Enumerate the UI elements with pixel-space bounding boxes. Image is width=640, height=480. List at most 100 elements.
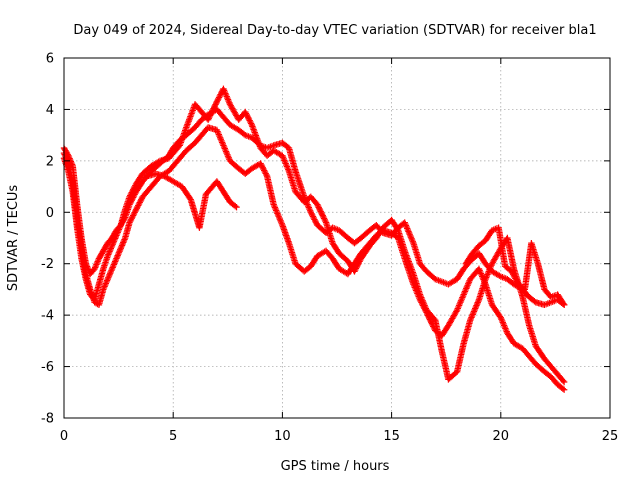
data-point (509, 271, 517, 278)
data-point (121, 236, 128, 243)
data-point (131, 183, 138, 191)
data-point (560, 300, 567, 307)
data-point (128, 215, 135, 222)
data-point (110, 238, 118, 245)
data-point (127, 192, 134, 199)
data-point (401, 219, 408, 226)
data-point (261, 167, 268, 174)
data-point (314, 202, 322, 210)
chart-title: Day 049 of 2024, Sidereal Day-to-day VTE… (73, 23, 596, 38)
data-point (258, 163, 266, 170)
data-point (468, 314, 475, 321)
data-point (473, 302, 480, 309)
data-point (208, 108, 216, 115)
data-point (105, 273, 113, 280)
y-tick-label: 6 (46, 52, 54, 67)
y-tick-labels: -8 -6 -4 -2 0 2 4 6 (41, 52, 54, 427)
data-point (213, 99, 220, 107)
data-point (242, 110, 250, 117)
data-point (94, 258, 101, 265)
data-point (132, 206, 140, 213)
data-point (127, 216, 135, 223)
data-point (204, 116, 212, 123)
data-point (107, 268, 114, 275)
data-point (276, 214, 283, 221)
data-point (115, 249, 123, 256)
data-point (272, 205, 279, 213)
data-point (513, 278, 521, 285)
data-point (129, 212, 137, 219)
data-point (214, 97, 221, 104)
data-point (316, 205, 323, 212)
data-point (321, 216, 328, 224)
data-point (474, 299, 481, 306)
data-point (271, 204, 279, 211)
data-point (315, 204, 322, 211)
data-point (92, 264, 99, 271)
data-point (408, 235, 415, 242)
data-point (470, 308, 478, 315)
data-point (311, 216, 318, 223)
y-axis-label: SDTVAR / TECUs (6, 185, 21, 292)
data-point (110, 262, 117, 270)
data-point (120, 239, 127, 246)
data-point (100, 286, 107, 293)
data-point (320, 213, 327, 221)
data-point (473, 300, 481, 308)
data-point (186, 194, 193, 202)
data-point (316, 206, 324, 214)
series-track-4 (143, 170, 240, 231)
data-point (310, 214, 317, 222)
data-point (115, 227, 122, 235)
data-point (512, 275, 519, 282)
data-point (206, 112, 214, 119)
data-point (277, 219, 285, 226)
data-point (404, 225, 411, 232)
data-point (394, 225, 401, 233)
data-point (244, 113, 251, 120)
data-point (126, 193, 133, 201)
y-tick-label: -2 (41, 257, 54, 272)
data-point (471, 306, 478, 314)
data-point (112, 233, 119, 241)
data-point (511, 273, 518, 281)
data-point (108, 242, 116, 249)
data-point (355, 259, 363, 267)
data-point (109, 264, 116, 271)
data-point (112, 256, 119, 264)
data-point (127, 217, 134, 225)
data-point (107, 245, 114, 252)
data-point (320, 215, 328, 222)
data-point (318, 211, 326, 218)
data-point (129, 186, 137, 193)
data-point (470, 309, 477, 317)
data-point (319, 212, 326, 219)
data-point (116, 223, 124, 230)
data-point (409, 238, 417, 245)
data-point (137, 197, 144, 205)
data-point (136, 199, 143, 206)
data-point (322, 217, 329, 225)
data-point (106, 270, 114, 277)
data-point (317, 208, 324, 215)
data-point (467, 315, 475, 323)
data-point (215, 95, 222, 103)
data-point (105, 249, 113, 257)
data-point (559, 385, 567, 392)
data-point (131, 209, 138, 216)
data-point (118, 242, 126, 249)
data-point (244, 114, 252, 121)
data-point (468, 312, 476, 320)
data-point (496, 272, 503, 279)
data-point (109, 241, 116, 248)
data-point (408, 237, 416, 244)
data-point (257, 160, 264, 167)
data-point (405, 229, 413, 237)
data-point (404, 226, 412, 234)
data-point (132, 207, 139, 215)
data-point (111, 235, 119, 242)
data-point (117, 245, 124, 252)
data-point (352, 266, 359, 274)
data-point (247, 118, 254, 126)
